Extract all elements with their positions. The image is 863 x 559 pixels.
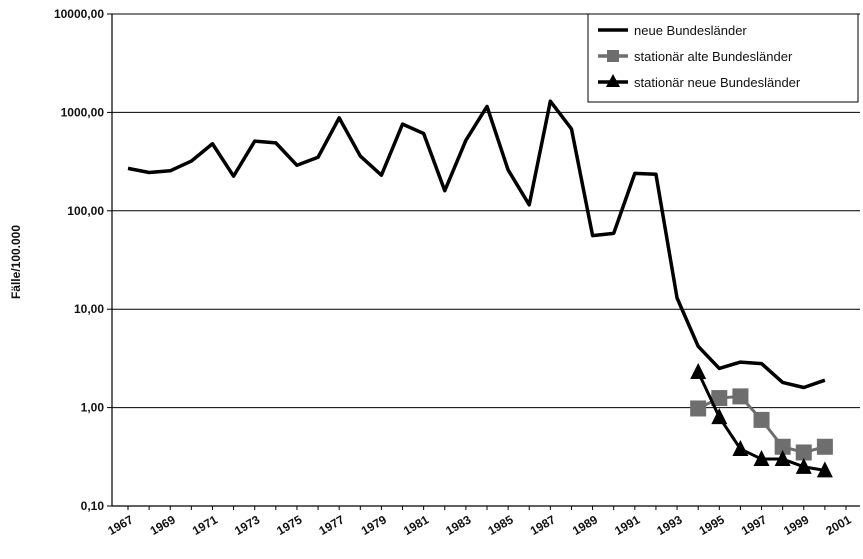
data-point bbox=[753, 450, 770, 467]
x-tick-label: 1985 bbox=[485, 512, 515, 538]
x-tick-label: 1971 bbox=[190, 512, 220, 538]
legend-marker bbox=[606, 74, 620, 87]
y-axis-label: Fälle/100.000 bbox=[9, 225, 23, 299]
legend-box bbox=[587, 13, 859, 103]
legend-entry: neue Bundesländer bbox=[598, 23, 747, 38]
x-tick-label: 1975 bbox=[274, 512, 304, 538]
legend-label: stationär alte Bundesländer bbox=[634, 49, 793, 64]
gridlines bbox=[112, 13, 860, 409]
legend-entry: stationär neue Bundesländer bbox=[598, 74, 801, 90]
data-point bbox=[774, 438, 791, 455]
legend-label: neue Bundesländer bbox=[634, 23, 747, 38]
x-tick-labels: 1967 1969 1971 1973 1975 1977 1979 1981 1983 1985… bbox=[105, 512, 853, 538]
x-tick-label: 1979 bbox=[359, 512, 389, 538]
x-tick-label: 1987 bbox=[528, 512, 558, 538]
x-tick-label: 1999 bbox=[781, 512, 811, 538]
x-tick-label: 2001 bbox=[823, 512, 853, 538]
x-tick-label: 1967 bbox=[105, 512, 135, 538]
x-tick-label: 1991 bbox=[612, 512, 642, 538]
x-tick-label: 1989 bbox=[570, 512, 600, 538]
series-2 bbox=[690, 388, 833, 461]
data-point bbox=[774, 450, 791, 467]
data-point bbox=[711, 408, 728, 425]
legend-entry: stationär alte Bundesländer bbox=[598, 49, 793, 64]
y-tick-label: 10000,00 bbox=[54, 7, 104, 21]
series-layer bbox=[127, 99, 833, 478]
data-point bbox=[753, 411, 770, 428]
data-point bbox=[816, 438, 833, 455]
series-1 bbox=[127, 99, 826, 390]
series-line bbox=[127, 99, 826, 390]
y-tick-label: 10,00 bbox=[74, 302, 104, 316]
data-point bbox=[690, 400, 707, 417]
data-point bbox=[795, 457, 812, 474]
x-tick-label: 1997 bbox=[739, 512, 769, 538]
data-point bbox=[732, 439, 749, 456]
x-tick-label: 1983 bbox=[443, 512, 473, 538]
data-point bbox=[816, 461, 833, 478]
legend: neue Bundesländer stationär alte Bundeslä… bbox=[587, 13, 859, 103]
x-tick-label: 1969 bbox=[148, 512, 178, 538]
data-point bbox=[732, 388, 749, 405]
data-point bbox=[795, 444, 812, 461]
x-tick-label: 1973 bbox=[232, 512, 262, 538]
x-tick-label: 1981 bbox=[401, 512, 431, 538]
legend-marker bbox=[607, 50, 619, 62]
legend-label: stationär neue Bundesländer bbox=[634, 75, 801, 90]
y-tick-label: 1,00 bbox=[81, 401, 105, 415]
x-tick-label: 1977 bbox=[317, 512, 347, 538]
y-tick-labels: 0,10 1,00 10,00 100,00 1000,00 10000,00 bbox=[54, 7, 104, 513]
x-tick-label: 1995 bbox=[697, 512, 727, 538]
x-tick-label: 1993 bbox=[654, 512, 684, 538]
y-tick-label: 1000,00 bbox=[61, 105, 105, 119]
data-point bbox=[711, 390, 728, 407]
data-point bbox=[690, 363, 707, 380]
y-tick-label: 0,10 bbox=[81, 499, 105, 513]
y-tick-label: 100,00 bbox=[67, 204, 104, 218]
series-3 bbox=[690, 363, 833, 478]
axes bbox=[107, 13, 860, 510]
